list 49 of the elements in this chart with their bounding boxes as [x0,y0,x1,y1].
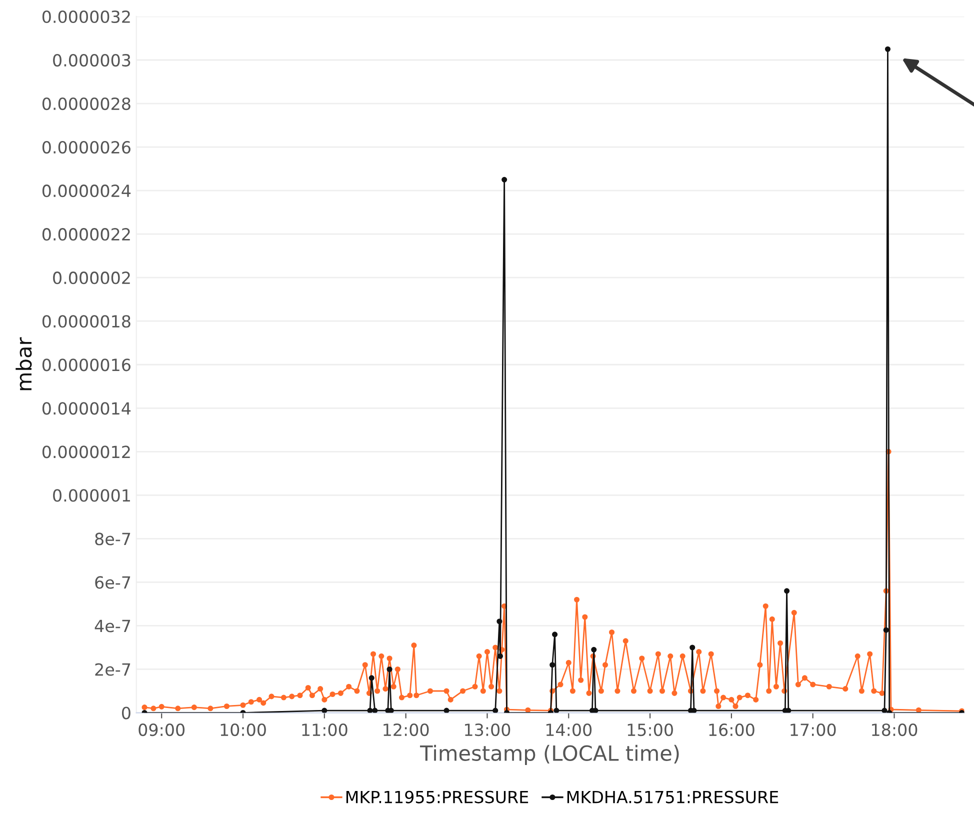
x-tick-label: 11:00 [302,723,348,736]
legend-label: MKP.11955:PRESSURE [346,790,528,804]
y-tick-label: 0.0000018 [42,315,130,328]
point [372,708,378,713]
x-tick-label: 15:00 [628,723,673,736]
y-tick-label: 2e-7 [95,663,130,676]
point [444,708,450,713]
y-tick-label: 0 [122,706,130,720]
y-tick-label: 0.0000016 [42,358,130,372]
y-tick-label: 4e-7 [94,620,130,632]
point [550,662,556,668]
y-tick-label: 0.0000028 [42,97,130,110]
y-tick-label: 0.0000026 [42,140,130,154]
point [883,627,889,633]
x-tick-label: 18:00 [872,723,918,736]
x-axis-title: Timestamp (LOCAL time) [420,744,679,766]
y-tick-label: 0.0000032 [42,10,130,24]
point [367,708,373,713]
x-tick-label: 10:00 [220,723,266,736]
point [322,708,328,713]
y-tick-label: 0.0000012 [42,446,130,458]
x-tick-label: 14:00 [546,723,592,736]
x-tick-label: 12:00 [384,723,429,736]
point [496,618,502,624]
point [502,176,508,182]
y-tick-label: 0.0000014 [42,402,131,415]
point [554,708,560,713]
x-tick-label: 13:00 [465,723,510,736]
point [492,708,498,713]
y-tick-label: 0.0000022 [42,228,130,241]
legend-label: MKDHA.51751:PRESSURE [567,790,778,804]
point [552,632,558,638]
y-tick-label: 6e-7 [95,576,130,589]
x-tick-label: 09:00 [138,723,185,736]
y-tick-label: 0.000002 [53,272,130,284]
x-tick-label: 16:00 [709,723,754,736]
y-tick-label: 8e-7 [95,532,130,546]
x-tick-label: 17:00 [790,723,836,736]
point [884,46,891,52]
point [784,588,790,594]
y-tick-label: 0.000001 [53,489,130,502]
point [386,666,392,672]
point [591,646,597,652]
point [882,708,888,713]
point [690,644,696,650]
y-tick-label: 0.0000024 [42,184,131,198]
y-axis-title: mbar [16,337,32,390]
point [368,675,374,681]
y-tick-label: 0.000003 [53,54,130,67]
